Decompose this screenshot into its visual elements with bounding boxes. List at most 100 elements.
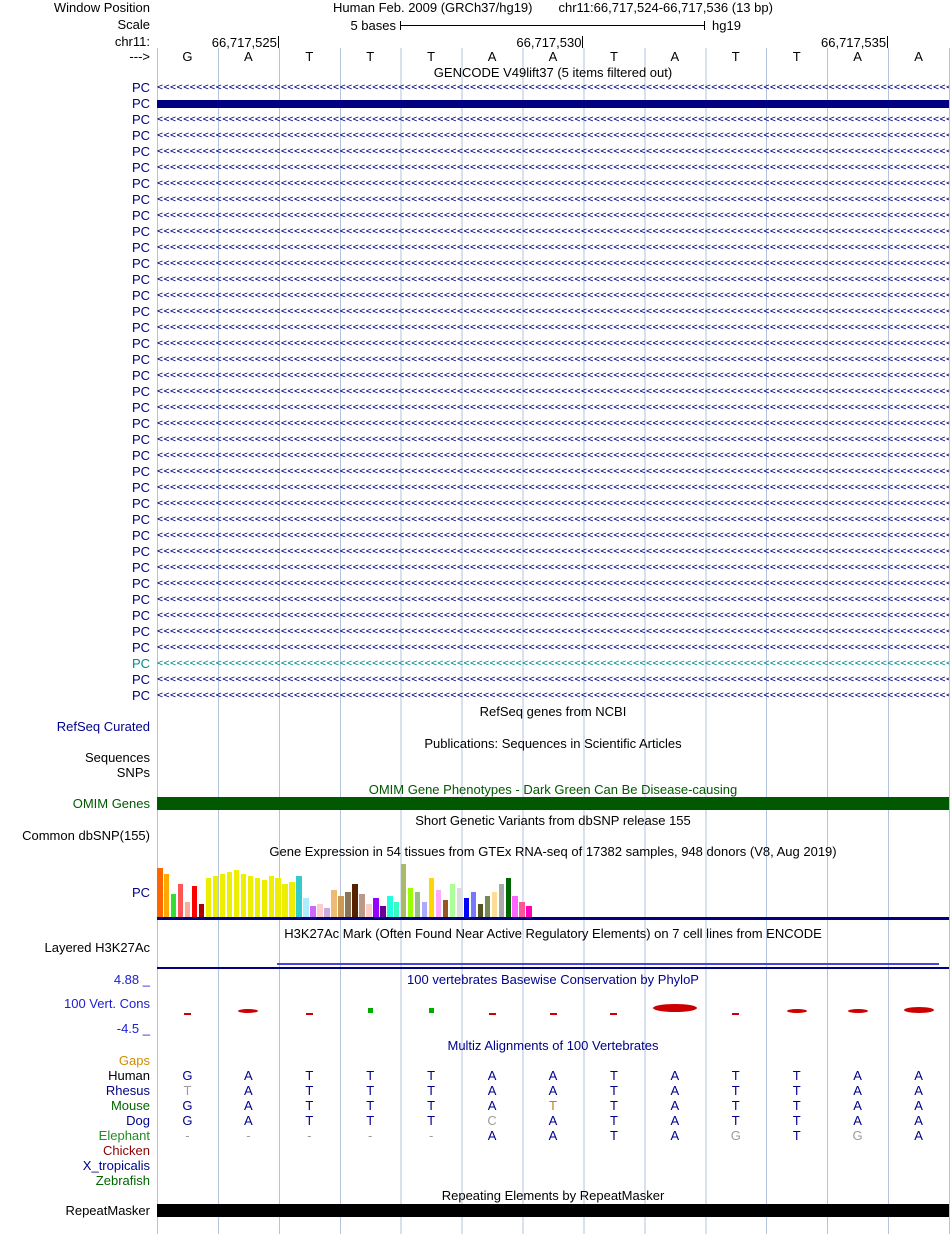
- gencode-arrow-line[interactable]: <<<<<<<<<<<<<<<<<<<<<<<<<<<<<<<<<<<<<<<<…: [157, 642, 949, 653]
- gencode-row[interactable]: PC <<<<<<<<<<<<<<<<<<<<<<<<<<<<<<<<<<<<<<…: [0, 624, 950, 640]
- gencode-arrow-line[interactable]: <<<<<<<<<<<<<<<<<<<<<<<<<<<<<<<<<<<<<<<<…: [157, 162, 949, 173]
- gencode-row[interactable]: PC <<<<<<<<<<<<<<<<<<<<<<<<<<<<<<<<<<<<<<…: [0, 144, 950, 160]
- gtex-bar[interactable]: [331, 890, 337, 918]
- gtex-bar[interactable]: [456, 888, 463, 918]
- gencode-row[interactable]: PC <<<<<<<<<<<<<<<<<<<<<<<<<<<<<<<<<<<<<<…: [0, 464, 950, 480]
- gencode-exon-bar[interactable]: [157, 100, 949, 108]
- omim-title[interactable]: OMIM Gene Phenotypes - Dark Green Can Be…: [368, 782, 738, 797]
- common-dbsnp-label[interactable]: Common dbSNP(155): [22, 828, 150, 843]
- gencode-row[interactable]: PC <<<<<<<<<<<<<<<<<<<<<<<<<<<<<<<<<<<<<<…: [0, 608, 950, 624]
- gtex-bar[interactable]: [324, 908, 330, 918]
- gtex-bar[interactable]: [512, 896, 518, 918]
- gtex-bar[interactable]: [254, 878, 261, 918]
- omim-gene-bar[interactable]: [157, 797, 949, 810]
- multiz-title[interactable]: Multiz Alignments of 100 Vertebrates: [447, 1038, 659, 1053]
- gencode-row[interactable]: PC <<<<<<<<<<<<<<<<<<<<<<<<<<<<<<<<<<<<<<…: [0, 672, 950, 688]
- gencode-arrow-line[interactable]: <<<<<<<<<<<<<<<<<<<<<<<<<<<<<<<<<<<<<<<<…: [157, 226, 949, 237]
- publications-title[interactable]: Publications: Sequences in Scientific Ar…: [424, 736, 682, 751]
- gencode-title[interactable]: GENCODE V49lift37 (5 items filtered out): [433, 65, 673, 80]
- gtex-bar[interactable]: [526, 906, 532, 918]
- gencode-row-label[interactable]: PC: [131, 672, 150, 687]
- gtex-bar[interactable]: [359, 894, 365, 918]
- gtex-bar[interactable]: [442, 900, 449, 918]
- multiz-species-label[interactable]: Dog: [126, 1113, 150, 1128]
- gencode-row-label[interactable]: PC: [131, 624, 150, 639]
- gencode-row[interactable]: PC <<<<<<<<<<<<<<<<<<<<<<<<<<<<<<<<<<<<<<…: [0, 192, 950, 208]
- gencode-row-label[interactable]: PC: [131, 224, 150, 239]
- gtex-bar[interactable]: [184, 902, 191, 918]
- gencode-row-label[interactable]: PC: [131, 80, 150, 95]
- gencode-row-label[interactable]: PC: [131, 128, 150, 143]
- gtex-bar[interactable]: [345, 892, 351, 918]
- gencode-arrow-line[interactable]: <<<<<<<<<<<<<<<<<<<<<<<<<<<<<<<<<<<<<<<<…: [157, 674, 949, 685]
- gencode-row-label[interactable]: PC: [131, 688, 150, 703]
- gencode-row[interactable]: PC <<<<<<<<<<<<<<<<<<<<<<<<<<<<<<<<<<<<<<…: [0, 160, 950, 176]
- refseq-title[interactable]: RefSeq genes from NCBI: [479, 704, 627, 719]
- gencode-row[interactable]: PC <<<<<<<<<<<<<<<<<<<<<<<<<<<<<<<<<<<<<<…: [0, 288, 950, 304]
- gencode-arrow-line[interactable]: <<<<<<<<<<<<<<<<<<<<<<<<<<<<<<<<<<<<<<<<…: [157, 354, 949, 365]
- gencode-row-label[interactable]: PC: [131, 608, 150, 623]
- refseq-curated-label[interactable]: RefSeq Curated: [56, 719, 150, 734]
- gtex-bar[interactable]: [268, 876, 275, 918]
- gencode-row-label[interactable]: PC: [131, 240, 150, 255]
- gencode-row[interactable]: PC <<<<<<<<<<<<<<<<<<<<<<<<<<<<<<<<<<<<<<…: [0, 176, 950, 192]
- gencode-row[interactable]: PC <<<<<<<<<<<<<<<<<<<<<<<<<<<<<<<<<<<<<<…: [0, 640, 950, 656]
- gencode-row[interactable]: PC <<<<<<<<<<<<<<<<<<<<<<<<<<<<<<<<<<<<<<…: [0, 496, 950, 512]
- gencode-arrow-line[interactable]: <<<<<<<<<<<<<<<<<<<<<<<<<<<<<<<<<<<<<<<<…: [157, 466, 949, 477]
- gencode-arrow-line[interactable]: <<<<<<<<<<<<<<<<<<<<<<<<<<<<<<<<<<<<<<<<…: [157, 274, 949, 285]
- gencode-arrow-line[interactable]: <<<<<<<<<<<<<<<<<<<<<<<<<<<<<<<<<<<<<<<<…: [157, 178, 949, 189]
- multiz-species-label[interactable]: Human: [108, 1068, 150, 1083]
- vert-cons-label[interactable]: 100 Vert. Cons: [64, 996, 150, 1011]
- gencode-row-label[interactable]: PC: [131, 384, 150, 399]
- gtex-bar[interactable]: [212, 876, 219, 918]
- dbsnp-title[interactable]: Short Genetic Variants from dbSNP releas…: [415, 813, 691, 828]
- gtex-bar[interactable]: [421, 902, 428, 918]
- gencode-row-label[interactable]: PC: [131, 656, 150, 671]
- gtex-bar[interactable]: [247, 876, 254, 918]
- gtex-bar[interactable]: [219, 874, 226, 918]
- phylop-track[interactable]: [157, 988, 949, 1034]
- gencode-arrow-line[interactable]: <<<<<<<<<<<<<<<<<<<<<<<<<<<<<<<<<<<<<<<<…: [157, 114, 949, 125]
- layered-h3k27ac-label[interactable]: Layered H3K27Ac: [44, 940, 150, 955]
- gencode-arrow-line[interactable]: <<<<<<<<<<<<<<<<<<<<<<<<<<<<<<<<<<<<<<<<…: [157, 610, 949, 621]
- gencode-row[interactable]: PC <<<<<<<<<<<<<<<<<<<<<<<<<<<<<<<<<<<<<<…: [0, 448, 950, 464]
- gencode-row-label[interactable]: PC: [131, 256, 150, 271]
- gencode-row-label[interactable]: PC: [131, 160, 150, 175]
- gencode-row-label[interactable]: PC: [131, 352, 150, 367]
- gencode-row[interactable]: PC <<<<<<<<<<<<<<<<<<<<<<<<<<<<<<<<<<<<<<…: [0, 384, 950, 400]
- gencode-row-label[interactable]: PC: [131, 560, 150, 575]
- gencode-arrow-line[interactable]: <<<<<<<<<<<<<<<<<<<<<<<<<<<<<<<<<<<<<<<<…: [157, 258, 949, 269]
- gtex-bar[interactable]: [157, 868, 163, 918]
- gtex-bar[interactable]: [414, 892, 421, 918]
- gencode-arrow-line[interactable]: <<<<<<<<<<<<<<<<<<<<<<<<<<<<<<<<<<<<<<<<…: [157, 194, 949, 205]
- gtex-bar[interactable]: [226, 872, 233, 918]
- gencode-row-label[interactable]: PC: [131, 528, 150, 543]
- phylop-title[interactable]: 100 vertebrates Basewise Conservation by…: [407, 972, 699, 987]
- gencode-arrow-line[interactable]: <<<<<<<<<<<<<<<<<<<<<<<<<<<<<<<<<<<<<<<<…: [157, 370, 949, 381]
- gtex-bar[interactable]: [449, 884, 456, 918]
- gtex-bar[interactable]: [491, 892, 498, 918]
- gencode-row[interactable]: PC <<<<<<<<<<<<<<<<<<<<<<<<<<<<<<<<<<<<<<…: [0, 656, 950, 672]
- gencode-row-label[interactable]: PC: [131, 112, 150, 127]
- gtex-bar[interactable]: [170, 894, 177, 918]
- gencode-row[interactable]: PC <<<<<<<<<<<<<<<<<<<<<<<<<<<<<<<<<<<<<<…: [0, 592, 950, 608]
- gtex-bar[interactable]: [393, 902, 400, 918]
- gencode-arrow-line[interactable]: <<<<<<<<<<<<<<<<<<<<<<<<<<<<<<<<<<<<<<<<…: [157, 594, 949, 605]
- gencode-row-label[interactable]: PC: [131, 192, 150, 207]
- gtex-bar[interactable]: [373, 898, 379, 918]
- gencode-row-label[interactable]: PC: [131, 432, 150, 447]
- gtex-bar[interactable]: [282, 884, 288, 918]
- gtex-bar[interactable]: [191, 886, 198, 918]
- gencode-arrow-line[interactable]: <<<<<<<<<<<<<<<<<<<<<<<<<<<<<<<<<<<<<<<<…: [157, 402, 949, 413]
- gencode-row-label[interactable]: PC: [131, 544, 150, 559]
- gencode-row[interactable]: PC <<<<<<<<<<<<<<<<<<<<<<<<<<<<<<<<<<<<<<…: [0, 576, 950, 592]
- gtex-bar[interactable]: [366, 904, 372, 918]
- multiz-species-label[interactable]: Zebrafish: [95, 1173, 150, 1188]
- gencode-row[interactable]: PC <<<<<<<<<<<<<<<<<<<<<<<<<<<<<<<<<<<<<<…: [0, 528, 950, 544]
- gencode-row[interactable]: PC <<<<<<<<<<<<<<<<<<<<<<<<<<<<<<<<<<<<<<…: [0, 560, 950, 576]
- gencode-row[interactable]: PC <<<<<<<<<<<<<<<<<<<<<<<<<<<<<<<<<<<<<<…: [0, 304, 950, 320]
- gencode-row-label[interactable]: PC: [131, 288, 150, 303]
- gencode-row[interactable]: PC <<<<<<<<<<<<<<<<<<<<<<<<<<<<<<<<<<<<<<…: [0, 256, 950, 272]
- gencode-arrow-line[interactable]: <<<<<<<<<<<<<<<<<<<<<<<<<<<<<<<<<<<<<<<<…: [157, 210, 949, 221]
- gencode-row-label[interactable]: PC: [131, 480, 150, 495]
